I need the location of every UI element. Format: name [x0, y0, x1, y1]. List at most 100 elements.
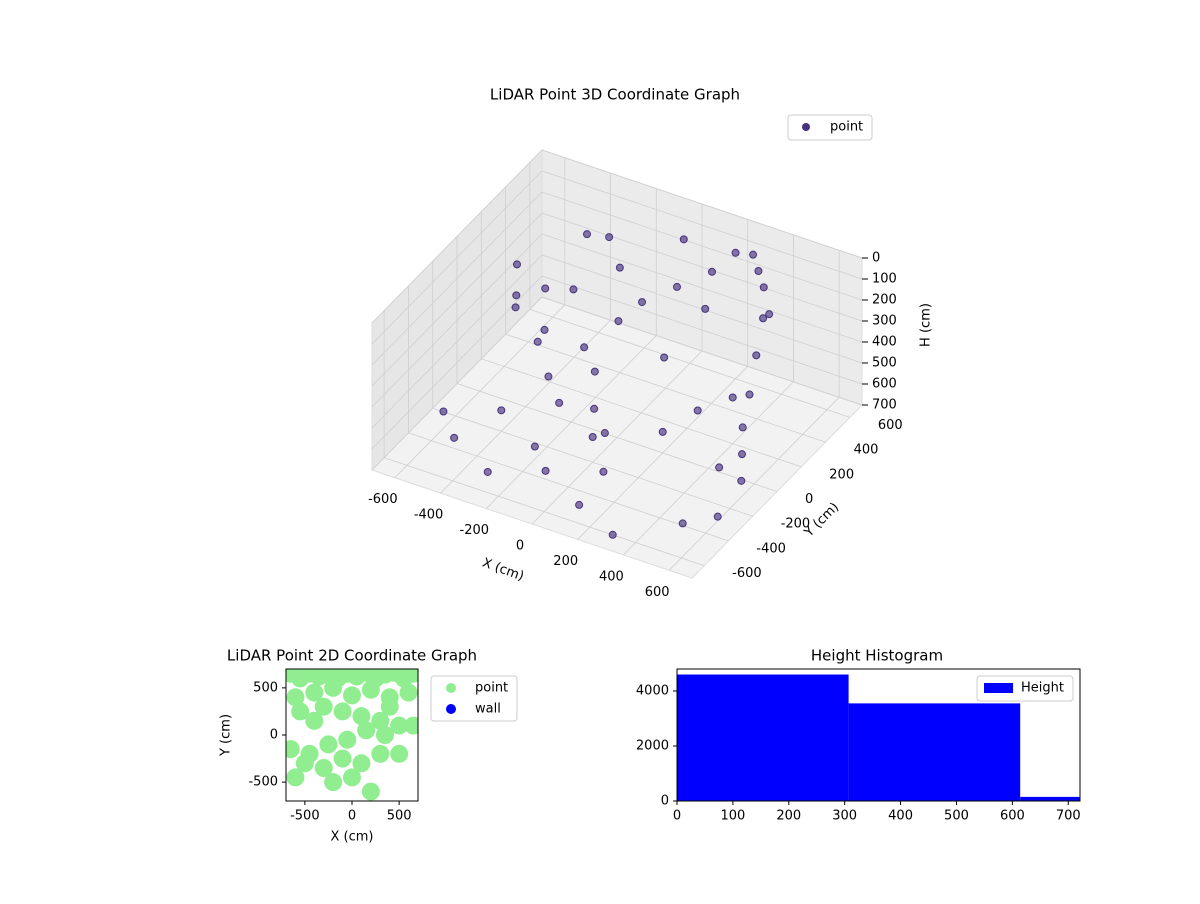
axes-frame — [676, 668, 1081, 802]
data-point — [497, 406, 506, 415]
data-point — [759, 283, 768, 292]
bar — [677, 674, 849, 801]
data-point — [590, 367, 599, 376]
z-tick-label: 200 — [872, 293, 897, 308]
data-point — [638, 298, 646, 307]
data-point — [737, 476, 746, 485]
data-point — [569, 285, 578, 294]
data-point — [319, 735, 338, 754]
plot-area — [677, 674, 1080, 801]
grid-line — [481, 358, 802, 468]
data-point — [305, 711, 324, 730]
y-tick-label: 4000 — [636, 684, 669, 699]
data-point — [541, 284, 550, 293]
bar — [1020, 796, 1080, 801]
x-tick-label: -500 — [290, 809, 320, 824]
data-point — [314, 759, 333, 777]
x-tick-label: 500 — [944, 809, 969, 824]
plot-area — [286, 669, 418, 801]
data-point — [745, 390, 754, 399]
data-point — [361, 782, 380, 801]
x-axis-label: X (cm) — [331, 830, 374, 845]
z-tick-label: 300 — [872, 314, 897, 329]
data-point — [343, 686, 361, 705]
data-point — [713, 512, 722, 521]
data-point — [404, 669, 418, 683]
data-point — [599, 467, 608, 476]
data-point — [715, 463, 724, 472]
data-point — [371, 711, 390, 730]
data-point — [749, 250, 758, 259]
data-point — [450, 433, 459, 442]
y-tick-label: 600 — [878, 418, 903, 433]
x-tick-label: 0 — [673, 809, 681, 824]
grid-line — [371, 296, 543, 471]
data-point — [399, 683, 418, 702]
z-tick-label: 500 — [872, 356, 897, 371]
data-point — [533, 337, 542, 346]
chart-title: Height Histogram — [811, 647, 943, 665]
data-point — [314, 697, 333, 716]
data-point — [679, 235, 688, 244]
bar — [848, 703, 1021, 801]
grid-line — [371, 191, 543, 366]
grid-line — [371, 149, 543, 324]
data-point — [333, 749, 352, 768]
data-point — [286, 740, 300, 759]
x-axis-label: X (cm) — [480, 556, 526, 585]
data-point — [540, 325, 549, 334]
grid-line — [408, 432, 729, 542]
data-point — [512, 291, 521, 300]
data-point — [305, 683, 324, 702]
data-point — [583, 230, 591, 239]
data-point — [738, 450, 746, 459]
grid-line — [541, 275, 863, 385]
data-point — [324, 773, 343, 792]
data-point — [605, 233, 614, 242]
data-point — [352, 754, 371, 773]
data-point — [580, 343, 589, 352]
x-tick-label: 600 — [1000, 809, 1025, 824]
x-tick-label: 300 — [832, 809, 857, 824]
y-axis-label: Y (cm) — [219, 714, 234, 757]
data-point — [701, 304, 710, 313]
x-tick-label: -400 — [414, 508, 444, 523]
z-tick-label: 0 — [872, 251, 880, 266]
data-point — [759, 314, 768, 323]
data-point — [673, 282, 681, 291]
data-point — [333, 702, 352, 721]
data-point — [752, 351, 761, 360]
data-point — [380, 697, 399, 716]
x-tick-label: 0 — [516, 539, 524, 554]
legend-marker — [984, 683, 1013, 693]
data-point — [608, 530, 617, 539]
data-point — [295, 754, 314, 773]
grid-line — [384, 457, 705, 567]
data-point — [658, 427, 667, 436]
y-tick-label: 400 — [854, 443, 879, 458]
z-axis-label: H (cm) — [919, 303, 934, 347]
grid-line — [541, 212, 863, 322]
x-tick-label: 700 — [1056, 809, 1081, 824]
y-tick-label: 200 — [829, 467, 854, 482]
data-point — [555, 398, 564, 407]
legend-box — [430, 675, 518, 722]
data-point — [404, 716, 418, 735]
data-point — [590, 404, 599, 413]
data-point — [513, 260, 521, 269]
data-point — [614, 317, 623, 326]
grid-line — [541, 170, 863, 280]
x-tick-label: -200 — [460, 523, 490, 538]
y-tick-label: 0 — [661, 794, 669, 809]
data-point — [286, 688, 305, 707]
data-point — [352, 707, 371, 726]
data-point — [765, 310, 774, 319]
data-point — [544, 372, 553, 381]
x-tick-label: 200 — [776, 809, 801, 824]
legend-label: point — [475, 681, 508, 696]
data-point — [708, 267, 716, 276]
legend-marker — [446, 704, 456, 714]
data-point — [371, 744, 390, 763]
data-point — [588, 433, 597, 442]
